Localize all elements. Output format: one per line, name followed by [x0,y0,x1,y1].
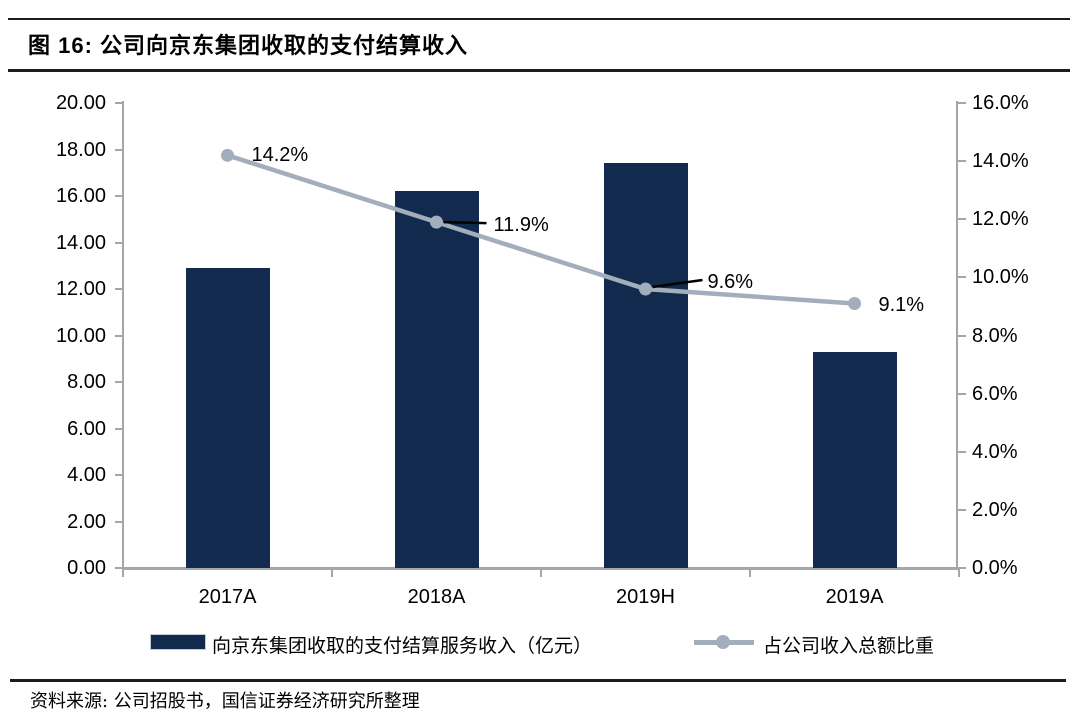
ratio-point-label: 11.9% [493,214,549,237]
y-axis-right-tick-mark [958,334,966,337]
y-axis-left-tick-mark [115,334,123,337]
x-axis-line [122,567,960,570]
y-axis-right-tick-label: 4.0% [972,440,1018,463]
y-axis-right-tick-mark [958,392,966,395]
legend-bar-swatch [150,634,206,650]
legend-bar-label: 向京东集团收取的支付结算服务收入（亿元） [212,635,593,657]
y-axis-right-tick-label: 12.0% [972,208,1029,231]
y-axis-right-tick-label: 0.0% [972,557,1018,579]
y-axis-right-tick-label: 16.0% [972,92,1029,114]
y-axis-right-tick-label: 6.0% [972,382,1018,405]
y-axis-left-tick-label: 12.00 [55,278,106,300]
y-axis-left-tick-label: 16.00 [55,185,106,207]
y-axis-right-tick-mark [958,508,966,511]
revenue-bar [812,351,897,568]
y-axis-right-tick-label: 14.0% [972,150,1029,173]
ratio-point-marker [221,148,234,162]
source-note: 资料来源: 公司招股书，国信证券经济研究所整理 [30,691,420,712]
y-axis-right-line [956,101,958,570]
top-rule [8,18,1070,20]
y-axis-left-tick-label: 18.00 [55,138,106,161]
y-axis-right-tick-mark [958,567,966,569]
x-axis-tick-mark [958,569,960,577]
y-axis-left-tick-mark [115,241,123,244]
ratio-point-label: 9.6% [707,271,754,293]
combo-chart: 20.00 18.00 16.00 14.00 12.00 10.00 8.00 6.00 4.… [0,80,1080,640]
bottom-rule [10,679,1066,682]
y-axis-left-tick-mark [115,381,123,383]
x-axis-category-label: 2018A [407,586,466,608]
y-axis-right-tick-mark [958,102,966,104]
ratio-point-label: 14.2% [251,144,309,167]
y-axis-right-tick-mark [958,160,966,163]
x-axis-tick-mark [331,569,333,577]
ratio-line-layer [221,148,861,311]
ratio-point-label: 9.1% [878,293,925,316]
y-axis-right-tick-mark [958,450,966,453]
y-axis-left-tick-label: 20.00 [55,92,106,114]
y-axis-left-tick-mark [115,474,123,476]
revenue-bar [603,163,688,568]
y-axis-left-tick-mark [115,148,123,151]
y-axis-left-tick-label: 10.00 [55,324,106,347]
y-axis-left-tick-mark [115,427,123,430]
x-axis-category-label: 2019H [616,586,675,608]
legend-line-label: 占公司收入总额比重 [763,635,935,657]
title-underline-rule [8,69,1070,72]
y-axis-left-tick-mark [115,520,123,523]
y-axis-left-tick-label: 6.00 [67,417,106,440]
x-axis-category-label: 2019A [825,586,884,608]
y-axis-left-tick-mark [115,288,123,290]
x-axis-tick-mark [749,569,751,577]
y-axis-left-tick-label: 4.00 [67,464,106,486]
figure-title: 图 16: 公司向京东集团收取的支付结算收入 [28,33,469,58]
y-axis-left-tick-label: 0.00 [67,557,106,579]
y-axis-right-tick-mark [958,276,966,279]
y-axis-left-tick-label: 14.00 [55,231,106,254]
ratio-point-marker [848,297,861,311]
y-axis-right-tick-label: 8.0% [972,324,1018,347]
y-axis-left-line [122,101,124,570]
x-axis-category-label: 2017A [198,586,257,608]
y-axis-left-tick-label: 2.00 [67,510,106,533]
y-axis-right-tick-label: 10.0% [972,266,1029,289]
legend-line-marker-icon [716,635,730,649]
revenue-bar [185,268,270,568]
revenue-bar [394,191,479,568]
y-axis-right-tick-mark [958,218,966,221]
y-axis-right-tick-label: 2.0% [972,498,1018,521]
x-axis-tick-mark [540,569,542,577]
y-axis-left-tick-mark [115,102,123,104]
y-axis-left-tick-label: 8.00 [67,371,106,393]
x-axis-tick-mark [122,569,124,577]
y-axis-left-tick-mark [115,567,123,569]
y-axis-left-tick-mark [115,195,123,197]
